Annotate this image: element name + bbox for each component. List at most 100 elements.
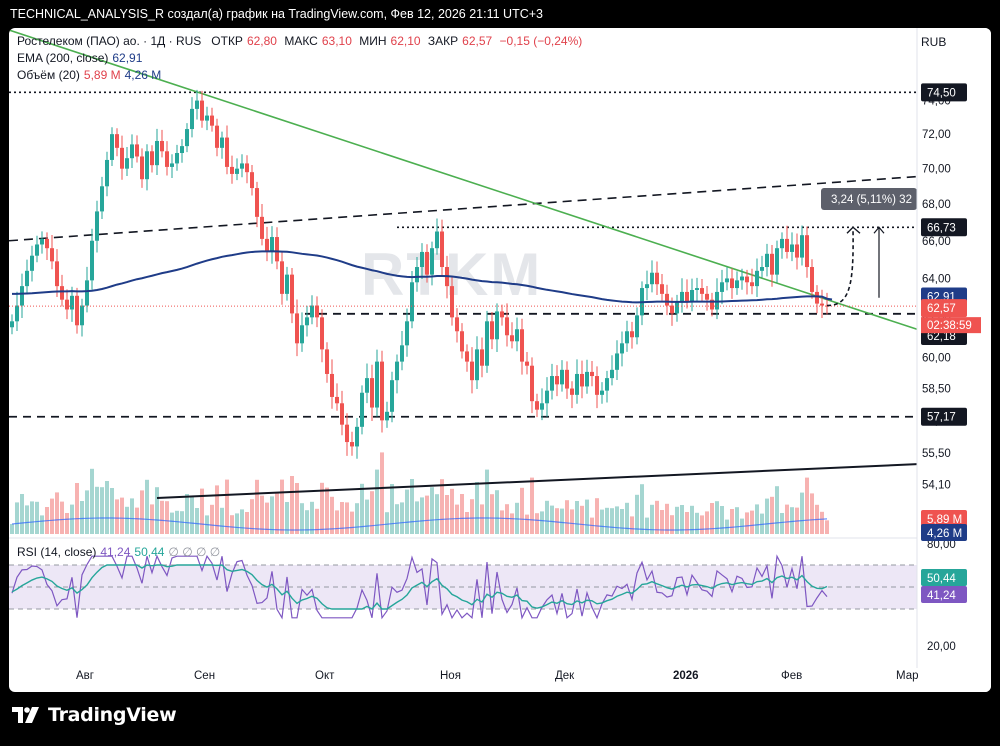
candle-body xyxy=(150,151,154,166)
volume-bar xyxy=(200,488,204,534)
volume-bar xyxy=(370,491,374,534)
candle-body xyxy=(810,267,814,292)
chart-panel[interactable]: RTKM 3,24 (5,11%) 32 74,00 72,00 70,00 68,00… xyxy=(9,28,991,692)
candle-body xyxy=(525,361,529,366)
legend-rsi[interactable]: RSI (14, close) 41,24 50,44 ∅ ∅ ∅ ∅ xyxy=(17,545,224,559)
volume-bar xyxy=(315,508,319,534)
candle-body xyxy=(655,272,659,285)
candle-body xyxy=(475,349,479,381)
rsi-tag: 41,24 xyxy=(921,586,967,603)
volume-bar xyxy=(730,509,734,534)
candle-body xyxy=(280,261,284,294)
rsi-tag: 50,44 xyxy=(921,569,967,586)
price-tick-label: 55,50 xyxy=(922,448,951,460)
volume-bar xyxy=(440,479,444,534)
candle-body xyxy=(780,238,784,249)
volume-bar xyxy=(115,499,119,534)
volume-bar xyxy=(500,510,504,534)
price-tick-label: 70,00 xyxy=(922,164,951,176)
tradingview-logo[interactable]: TradingView xyxy=(12,704,177,726)
volume-bar xyxy=(245,512,249,534)
volume-bar xyxy=(340,502,344,534)
volume-bar xyxy=(40,515,44,534)
footer: TradingView xyxy=(0,692,1000,746)
volume-bar xyxy=(215,485,219,534)
candle-body xyxy=(75,295,79,326)
price-tick-label: 68,00 xyxy=(922,199,951,211)
volume-bar xyxy=(145,479,149,534)
volume-bar xyxy=(275,492,279,534)
candle-body xyxy=(740,276,744,281)
candle-body xyxy=(80,305,84,326)
legend-symbol[interactable]: Ростелеком (ПАО) ао. · 1Д · RUS xyxy=(17,34,202,48)
volume-tag-box xyxy=(921,524,967,541)
candle-body xyxy=(340,403,344,425)
candle-body xyxy=(805,235,809,268)
volume-bar xyxy=(300,503,304,534)
ema-value: 62,91 xyxy=(112,51,143,65)
volume-bar xyxy=(555,508,559,534)
volume-bar xyxy=(465,512,469,534)
volume-bar xyxy=(505,504,509,534)
page-header: TECHNICAL_ANALYSIS_R создал(а) график на… xyxy=(0,0,1000,28)
volume-bars xyxy=(10,452,829,534)
volume-bar xyxy=(380,452,384,534)
candle-body xyxy=(645,284,649,289)
candle-body xyxy=(190,108,194,130)
volume-bar xyxy=(560,508,564,534)
volume-bar xyxy=(635,494,639,534)
legend-volume[interactable]: Объём (20) 5,89 M 4,26 M xyxy=(17,68,165,82)
volume-bar xyxy=(265,502,269,534)
candle-body xyxy=(430,248,434,275)
volume-bar xyxy=(700,515,704,534)
volume-bar xyxy=(390,484,394,534)
volume-bar xyxy=(305,510,309,534)
volume-bar xyxy=(605,507,609,534)
volume-bar xyxy=(520,487,524,534)
candle-body xyxy=(440,231,444,268)
volume-bar xyxy=(530,477,534,534)
time-tick-label: Ноя xyxy=(440,670,461,682)
price-chart[interactable]: 3,24 (5,11%) 3274,0072,0070,0068,0066,00… xyxy=(9,28,991,692)
volume-bar xyxy=(80,501,84,534)
volume-bar xyxy=(105,481,109,534)
downtrend-line xyxy=(9,29,918,331)
rsi-tag-box xyxy=(921,586,967,603)
volume-ma-line xyxy=(11,517,828,531)
candle-body xyxy=(260,216,264,239)
time-tick-label: Сен xyxy=(194,670,215,682)
candle-body xyxy=(290,274,294,314)
volume-bar xyxy=(170,512,174,534)
volume-bar xyxy=(775,486,779,534)
volume-bar xyxy=(190,496,194,534)
candle-body xyxy=(635,315,639,338)
candle-body xyxy=(545,390,549,404)
candle-body xyxy=(270,237,274,252)
legend-ema[interactable]: EMA (200, close) 62,91 xyxy=(17,51,146,65)
volume-bar xyxy=(420,497,424,534)
volume-bar xyxy=(290,476,294,534)
volume-bar xyxy=(385,512,389,534)
countdown-tag: 02:38:59 xyxy=(921,317,981,334)
candle-body xyxy=(10,321,14,328)
candle-body xyxy=(305,317,309,326)
volume-bar xyxy=(660,510,664,534)
volume-tag-text: 5,89 M xyxy=(927,514,962,526)
volume-bar xyxy=(470,499,474,534)
price-tag: 57,17 xyxy=(921,407,967,426)
candle-body xyxy=(370,378,374,408)
candle-body xyxy=(790,244,794,252)
candle-body xyxy=(700,288,704,294)
measure-label: 3,24 (5,11%) 32 xyxy=(831,194,912,206)
candle-body xyxy=(570,388,574,395)
candle-body xyxy=(470,361,474,381)
price-tick-label: 58,50 xyxy=(922,384,951,396)
price-tick-label: 54,10 xyxy=(922,479,951,491)
price-tag: 66,73 xyxy=(921,218,967,237)
candle-body xyxy=(425,251,429,275)
currency-label[interactable]: RUB xyxy=(921,35,947,49)
measure-label-box xyxy=(821,188,917,210)
volume-bar xyxy=(535,513,539,534)
candles xyxy=(10,89,829,459)
volume-bar xyxy=(15,502,19,534)
